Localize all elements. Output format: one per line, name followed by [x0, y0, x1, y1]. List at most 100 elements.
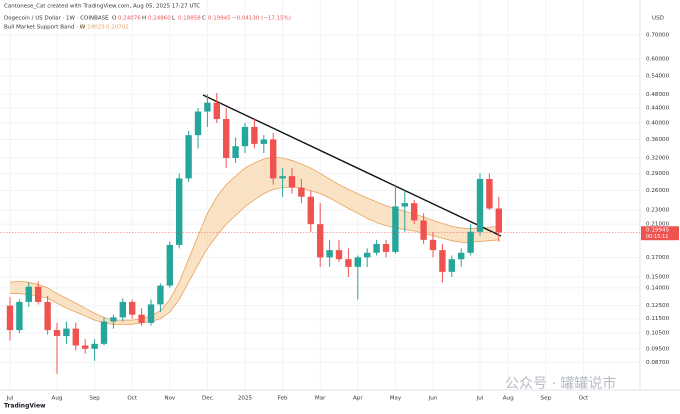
candle-body — [6, 305, 14, 331]
x-tick-label: Feb — [278, 396, 288, 402]
candle-body — [25, 286, 32, 302]
candle-body — [176, 178, 183, 245]
ohlc-value: 0.24860 — [148, 16, 171, 22]
symbol: Dogecoin / US Dollar · 1W · COINBASE — [4, 16, 109, 22]
candle-body — [72, 328, 79, 346]
candle-body — [251, 126, 258, 144]
ohlc-label: L — [172, 16, 176, 22]
candle-body — [53, 330, 61, 337]
candle-body — [232, 146, 239, 158]
candle-body — [476, 178, 484, 232]
candle-body — [345, 259, 352, 267]
candle-body — [270, 139, 277, 179]
candle-body — [44, 301, 51, 331]
x-tick-label: Jul — [6, 396, 14, 402]
x-tick-label: Oct — [579, 396, 589, 402]
ohlc-label: H — [142, 16, 146, 22]
x-tick-label: Apr — [353, 396, 363, 402]
x-tick-label: Aug — [503, 396, 514, 402]
x-tick-label: Jun — [428, 396, 438, 402]
ohlc-value: 0.18858 — [178, 16, 201, 22]
y-tick-label: 0.44000 — [646, 105, 670, 111]
band-line — [10, 186, 499, 325]
y-tick-label: 0.11500 — [646, 316, 670, 322]
candle-body — [420, 220, 427, 240]
candle-body — [63, 328, 70, 337]
candle-body — [354, 257, 361, 267]
candle-body — [241, 126, 249, 147]
candle-body — [119, 301, 126, 318]
candle-body — [298, 187, 305, 197]
price-tag-text: 0.19945 — [646, 228, 670, 234]
candle-body — [100, 321, 108, 344]
y-tick-label: 0.60000 — [646, 57, 670, 63]
candle-body — [110, 317, 117, 322]
candle-body — [317, 224, 324, 258]
x-tick-label: Jul — [476, 396, 484, 402]
trend-line — [202, 94, 502, 237]
y-tick-label: 0.32000 — [646, 155, 670, 161]
y-tick-label: 0.15000 — [646, 274, 670, 280]
y-tick-label: 0.29000 — [646, 171, 670, 177]
x-tick-label: Dec — [202, 396, 213, 402]
candle-body — [91, 343, 98, 349]
candle-body — [35, 286, 42, 302]
candle-body — [364, 252, 371, 258]
indicator-value: 0.19025 — [82, 25, 105, 31]
candle-body — [401, 203, 408, 207]
x-tick-label: 2025 — [238, 396, 253, 402]
candle-body — [260, 139, 267, 144]
candle-body — [392, 206, 399, 252]
x-tick-label: Nov — [164, 396, 176, 402]
candle-body — [429, 239, 437, 251]
candle-body — [486, 178, 493, 209]
candle-body — [213, 102, 220, 120]
candle-body — [138, 314, 145, 323]
y-tick-label: 0.23000 — [646, 207, 670, 213]
x-tick-label: Sep — [541, 396, 552, 402]
y-tick-label: 0.09500 — [646, 346, 670, 352]
y-tick-label: 0.40000 — [646, 120, 670, 126]
candle-body — [467, 231, 474, 253]
candle-body — [166, 244, 173, 286]
y-tick-label: 0.36000 — [646, 137, 670, 143]
plot-area — [0, 0, 640, 390]
candle-body — [16, 301, 23, 331]
logo: TradingView — [4, 403, 46, 410]
candle-body — [439, 250, 446, 272]
price-tag — [641, 226, 679, 241]
y-tick-label: 0.48000 — [646, 92, 670, 98]
candle-body — [335, 250, 343, 260]
ohlc-legend: O 0.24076 H 0.24860 L 0.18858 C 0.19945 −0.04130… — [112, 16, 291, 22]
currency: USD — [652, 16, 664, 22]
y-tick-label: 0.10500 — [646, 331, 670, 337]
y-tick-label: 0.12500 — [646, 303, 670, 309]
candle-body — [204, 102, 211, 112]
y-tick-label: 0.14000 — [646, 285, 670, 291]
y-tick-label: 0.54000 — [646, 73, 670, 79]
candle-body — [382, 244, 390, 252]
candle-body — [129, 301, 136, 315]
candle-body — [373, 244, 380, 253]
countdown-text: 00:15:11 — [646, 234, 668, 240]
y-tick-label: 0.70000 — [646, 33, 670, 39]
candle-body — [448, 259, 455, 272]
candle-body — [223, 119, 230, 158]
candle-body — [82, 345, 89, 349]
ohlc-label: O — [112, 16, 117, 22]
candle-body — [411, 203, 418, 221]
candle-body — [307, 196, 314, 225]
indicator-name: Bull Market Support Band · W — [4, 25, 86, 31]
band-fill — [10, 156, 499, 325]
x-tick-label: May — [390, 396, 402, 402]
candle-body — [326, 250, 333, 258]
candle-body — [458, 252, 465, 260]
x-tick-label: Aug — [52, 396, 63, 402]
credit: Cantonese_Cat created with TradingView.c… — [4, 4, 200, 10]
candle-body — [279, 176, 286, 179]
candle-body — [495, 208, 502, 233]
ohlc-value: 0.19945 — [208, 16, 231, 22]
ohlc-label: C — [202, 16, 206, 22]
watermark: 公众号 · 罐罐说市 — [505, 375, 616, 392]
y-tick-label: 0.17000 — [646, 255, 670, 261]
